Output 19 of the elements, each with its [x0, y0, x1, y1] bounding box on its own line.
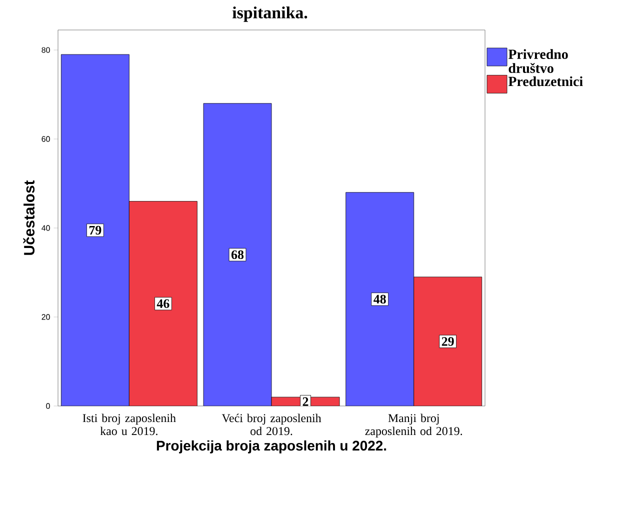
bar	[204, 103, 272, 406]
y-axis-title: Učestalost	[23, 180, 35, 255]
bar	[61, 54, 130, 406]
data-label: 46	[156, 299, 170, 308]
x-axis-title: Projekcija broja zaposlenih u 2022.	[156, 440, 386, 454]
legend-label: Privredno društvo	[508, 49, 568, 73]
x-tick-label: Isti broj zaposlenih kao u 2019.	[82, 414, 176, 436]
chart-title: ispitanika.	[232, 6, 308, 22]
x-tick-label: Manji broj zaposlenih od 2019.	[365, 414, 462, 438]
data-label: 48	[374, 294, 386, 304]
data-label: 79	[89, 226, 102, 235]
bar	[346, 192, 414, 406]
bar	[414, 276, 482, 406]
data-label: 68	[231, 250, 244, 260]
data-label: 2	[302, 397, 308, 406]
legend-label: Preduzetnici	[508, 76, 583, 86]
bar	[129, 201, 198, 406]
data-label: 29	[442, 337, 454, 346]
x-tick-label: Veći broj zaposlenih od 2019.	[222, 414, 322, 436]
